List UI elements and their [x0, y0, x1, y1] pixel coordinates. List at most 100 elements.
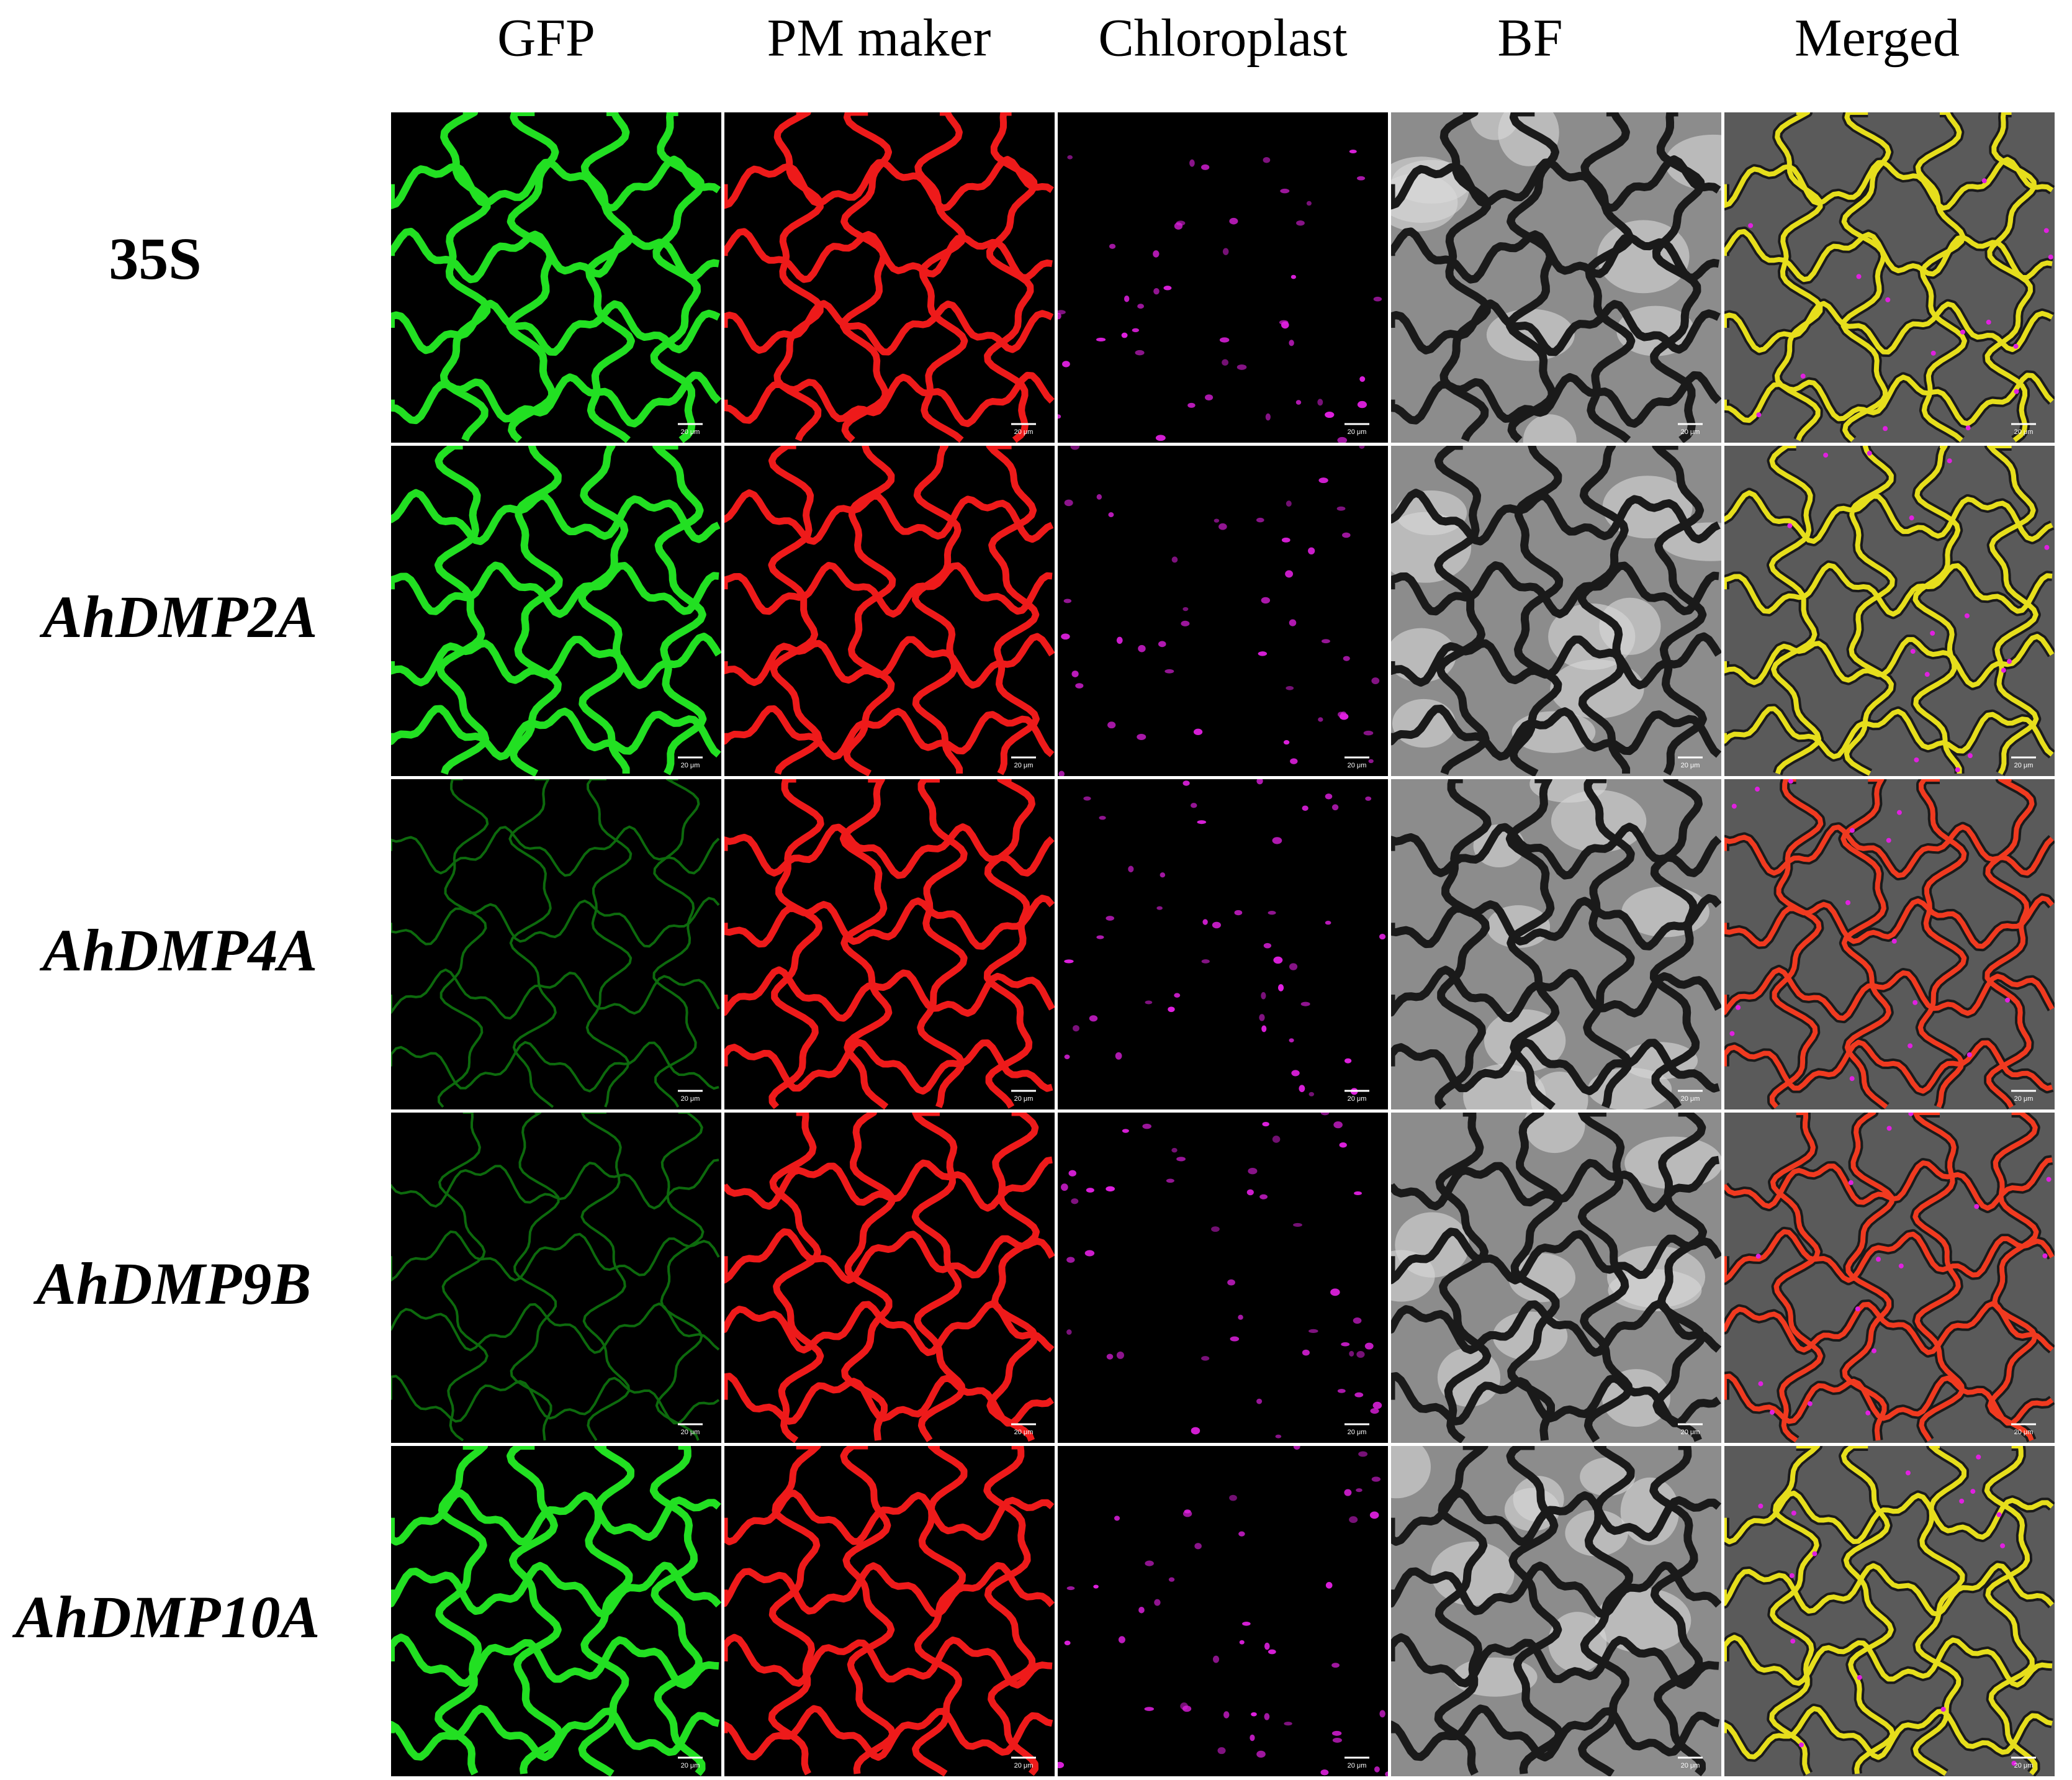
- panel-content: [1724, 446, 2055, 776]
- micrograph: 20 μm: [1058, 1113, 1388, 1443]
- micrograph: 20 μm: [1724, 446, 2055, 776]
- panel-content: [391, 779, 721, 1109]
- chloroplast: [1758, 1503, 1763, 1509]
- chloroplast: [1812, 1551, 1818, 1556]
- chloroplast: [1330, 1288, 1340, 1296]
- chloroplast: [1084, 1250, 1095, 1257]
- cell-outline: [724, 112, 1055, 443]
- chloroplast: [1371, 677, 1380, 684]
- chloroplast: [1947, 458, 1952, 464]
- chloroplast: [1066, 1586, 1075, 1591]
- chloroplast: [1885, 297, 1891, 302]
- panel-content: [724, 112, 1055, 443]
- scale-bar-label: 20 μm: [1348, 428, 1367, 436]
- chloroplast: [1261, 992, 1266, 1000]
- chloroplast: [1332, 1738, 1342, 1743]
- chloroplast: [1259, 1014, 1265, 1021]
- scale-bar-label: 20 μm: [2014, 762, 2034, 769]
- chloroplast: [2000, 1543, 2006, 1548]
- chloroplast: [1293, 1222, 1302, 1227]
- micrograph: 20 μm: [391, 1446, 721, 1776]
- scale-bar-label: 20 μm: [1681, 1762, 1700, 1769]
- micrograph: 20 μm: [1724, 112, 2055, 443]
- chloroplast: [1158, 641, 1166, 648]
- panel-bg: [391, 779, 721, 1109]
- bright-area: [1470, 112, 1520, 140]
- chloroplast: [1930, 630, 1935, 636]
- chloroplast: [1970, 1489, 1976, 1494]
- chloroplast: [1374, 1766, 1380, 1773]
- chloroplast: [1981, 178, 1987, 184]
- chloroplast: [1182, 1510, 1192, 1517]
- chloroplast: [2014, 389, 2019, 394]
- chloroplast: [1256, 1750, 1266, 1758]
- chloroplast: [1066, 1257, 1075, 1263]
- scale-bar-label: 20 μm: [681, 1095, 700, 1103]
- chloroplast: [1071, 1198, 1079, 1204]
- chloroplast: [1331, 1663, 1340, 1668]
- chloroplast: [1118, 1636, 1125, 1643]
- chloroplast: [1272, 1136, 1281, 1143]
- scale-bar-label: 20 μm: [1681, 428, 1700, 436]
- micrograph: 20 μm: [1391, 779, 1721, 1109]
- chloroplast: [1769, 1409, 1775, 1415]
- panel-content: [391, 112, 721, 443]
- chloroplast: [1106, 916, 1115, 921]
- chloroplast: [1967, 753, 1973, 759]
- scale-bar-label: 20 μm: [1014, 1762, 1034, 1769]
- chloroplast: [1295, 400, 1302, 405]
- panel-content: [1391, 779, 1721, 1109]
- chloroplast: [1373, 296, 1382, 302]
- chloroplast: [1138, 1606, 1145, 1614]
- scale-bar-label: 20 μm: [1348, 1429, 1367, 1436]
- bright-area: [1524, 1113, 1585, 1154]
- chloroplast: [1160, 872, 1166, 878]
- micrograph: 20 μm: [1391, 446, 1721, 776]
- chloroplast: [1354, 1191, 1362, 1196]
- chloroplast: [1182, 1705, 1192, 1712]
- chloroplast: [1222, 248, 1229, 255]
- cell-outline: [1724, 1446, 2054, 1776]
- chloroplast: [1855, 1306, 1860, 1312]
- row-label: AhDMP9B: [34, 1250, 312, 1317]
- chloroplast: [1789, 1573, 1795, 1578]
- chloroplast: [1137, 733, 1146, 741]
- chloroplast: [1349, 1350, 1354, 1357]
- chloroplast: [1317, 399, 1323, 406]
- chloroplast: [1940, 1707, 1946, 1712]
- panel-content: [1391, 446, 1721, 776]
- cell-outline: [1724, 446, 2055, 776]
- chloroplast: [1756, 412, 1762, 418]
- chloroplast: [1349, 149, 1357, 153]
- micrograph: 20 μm: [724, 779, 1055, 1109]
- chloroplast: [1356, 176, 1366, 181]
- chloroplast: [1349, 1516, 1358, 1524]
- chloroplast: [1302, 805, 1309, 811]
- micrograph: 20 μm: [1058, 1446, 1388, 1776]
- chloroplast: [1289, 619, 1297, 626]
- chloroplast: [1058, 310, 1066, 315]
- chloroplast: [1236, 364, 1247, 370]
- panel-content: [1724, 112, 2055, 443]
- chloroplast: [1068, 1170, 1077, 1177]
- scale-bar-label: 20 μm: [1681, 762, 1700, 769]
- chloroplast: [1320, 1769, 1329, 1776]
- chloroplast: [1070, 446, 1080, 450]
- chloroplast: [1354, 1392, 1364, 1398]
- cell-outline: [1391, 446, 1721, 776]
- micrograph: 20 μm: [724, 112, 1055, 443]
- chloroplast: [1189, 159, 1195, 167]
- chloroplast: [1062, 361, 1070, 368]
- chloroplast: [1289, 963, 1298, 970]
- panel-content: [1724, 779, 2055, 1109]
- chloroplast: [1886, 838, 1891, 843]
- micrograph: 20 μm: [724, 1446, 1055, 1776]
- panel-content: [391, 446, 721, 776]
- chloroplast: [1164, 669, 1174, 674]
- chloroplast: [1371, 1476, 1381, 1482]
- cell-outline: [1391, 112, 1721, 443]
- chloroplast: [1121, 332, 1128, 338]
- micrograph: 20 μm: [1391, 112, 1721, 443]
- chloroplast: [1064, 1054, 1070, 1059]
- chloroplast: [1293, 1446, 1300, 1450]
